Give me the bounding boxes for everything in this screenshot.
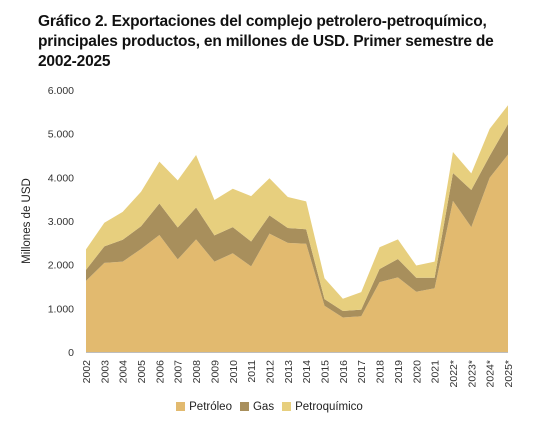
y-tick-label: 5.000 xyxy=(48,129,74,141)
y-tick-label: 6.000 xyxy=(48,85,74,97)
legend-item-gas: Gas xyxy=(240,401,274,413)
legend-label-petroleo: Petróleo xyxy=(189,401,232,413)
x-tick-label: 2012 xyxy=(264,360,276,384)
x-tick-label: 2020 xyxy=(411,360,423,384)
x-tick-label: 2014 xyxy=(301,360,313,384)
x-tick-label: 2008 xyxy=(191,360,203,384)
x-tick-label: 2007 xyxy=(173,360,185,384)
x-tick-label: 2006 xyxy=(154,360,166,384)
x-tick-label: 2023* xyxy=(466,360,478,387)
x-tick-label: 2025* xyxy=(503,360,515,387)
x-tick-label: 2018 xyxy=(375,360,387,384)
x-tick-label: 2009 xyxy=(209,360,221,384)
legend-label-gas: Gas xyxy=(253,401,274,413)
y-tick-label: 4.000 xyxy=(48,172,74,184)
y-tick-label: 3.000 xyxy=(48,216,74,228)
x-tick-label: 2022* xyxy=(448,360,460,387)
x-tick-label: 2021 xyxy=(430,360,442,384)
legend-swatch-gas xyxy=(240,402,249,411)
x-tick-label: 2024* xyxy=(485,360,497,387)
legend-item-petroquimico: Petroquímico xyxy=(282,401,363,413)
x-tick-label: 2015 xyxy=(320,360,332,384)
x-tick-label: 2013 xyxy=(283,360,295,384)
x-tick-label: 2019 xyxy=(393,360,405,384)
x-tick-label: 2016 xyxy=(338,360,350,384)
y-tick-label: 0 xyxy=(68,347,74,359)
x-tick-label: 2003 xyxy=(99,360,111,384)
legend-label-petroquimico: Petroquímico xyxy=(295,401,363,413)
x-tick-label: 2011 xyxy=(246,360,258,383)
legend: Petróleo Gas Petroquímico xyxy=(0,401,539,413)
y-tick-label: 2.000 xyxy=(48,260,74,272)
legend-swatch-petroleo xyxy=(176,402,185,411)
x-tick-label: 2017 xyxy=(356,360,368,384)
y-axis-label: Millones de USD xyxy=(21,178,33,264)
x-tick-label: 2004 xyxy=(118,360,130,384)
y-tick-label: 1.000 xyxy=(48,303,74,315)
x-tick-label: 2002 xyxy=(81,360,93,384)
legend-item-petroleo: Petróleo xyxy=(176,401,232,413)
x-tick-label: 2005 xyxy=(136,360,148,384)
legend-swatch-petroquimico xyxy=(282,402,291,411)
x-tick-label: 2010 xyxy=(228,360,240,384)
